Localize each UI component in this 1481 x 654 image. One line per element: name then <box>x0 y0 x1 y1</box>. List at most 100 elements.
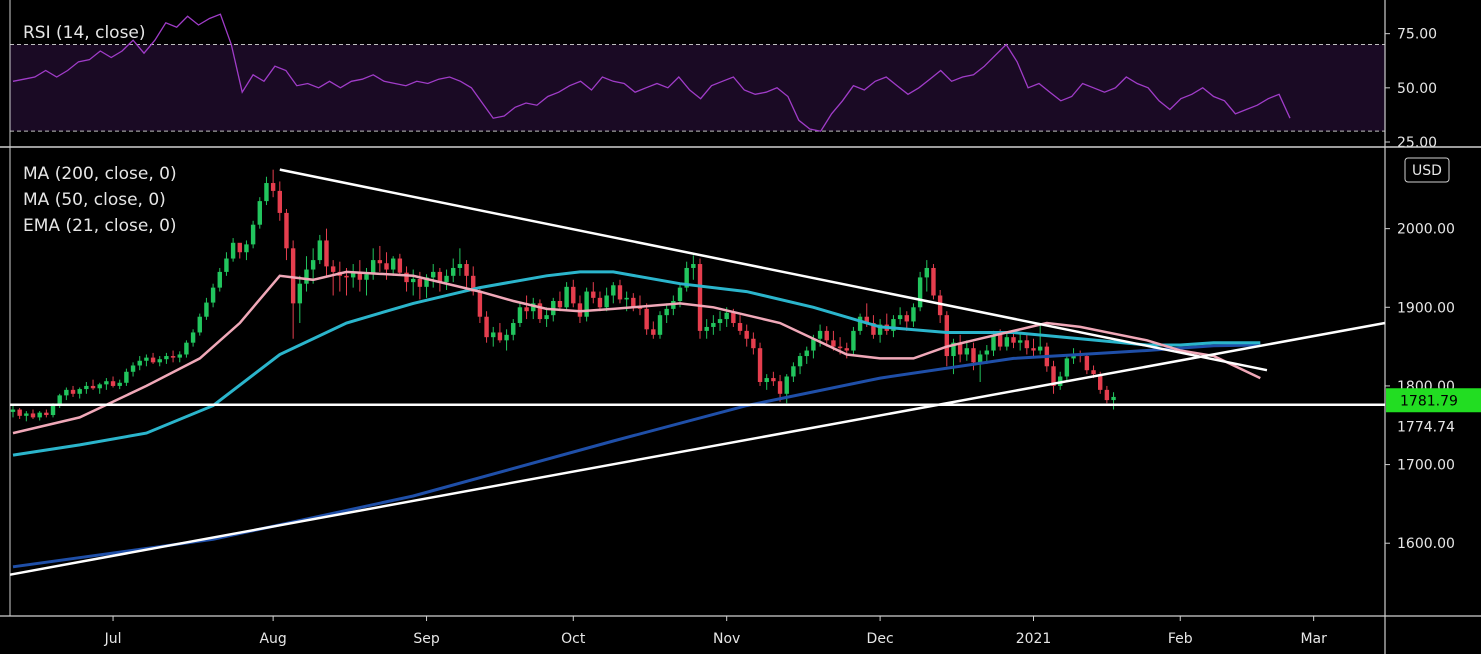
candle-body <box>497 332 503 341</box>
candle-body <box>537 303 543 320</box>
legend-ma200: MA (200, close, 0) <box>23 164 177 184</box>
candle-body <box>164 356 169 360</box>
candle-body <box>484 316 489 338</box>
candle-body <box>124 371 129 383</box>
candle-body <box>971 348 976 363</box>
candle-body <box>531 303 536 312</box>
last-price-tag: 1781.79 <box>1400 393 1458 409</box>
candle-body <box>784 376 789 394</box>
candle-body <box>390 258 396 270</box>
candle-body <box>644 308 649 330</box>
candle-body <box>831 340 836 347</box>
candle-body <box>977 354 983 363</box>
candle-body <box>477 291 483 317</box>
candle-body <box>437 271 443 283</box>
candle-body <box>444 275 449 283</box>
candle-body <box>851 330 856 351</box>
candle-body <box>557 300 563 308</box>
candle-body <box>624 297 629 300</box>
candle-body <box>1091 370 1096 375</box>
time-axis[interactable]: Jul Aug Sep Oct Nov Dec 2021 Feb Mar <box>104 616 1328 647</box>
candle-body <box>17 409 22 416</box>
candle-body <box>190 332 196 343</box>
reference-price-tag-bg <box>1386 414 1481 439</box>
candle-body <box>717 319 723 324</box>
candle-body <box>90 385 96 389</box>
candle-body <box>270 183 276 191</box>
candle-body <box>197 316 202 333</box>
candle-body <box>817 330 823 339</box>
candle-body <box>751 338 756 349</box>
time-tick-label-1: Aug <box>259 631 286 647</box>
candle-body <box>584 291 589 317</box>
candle-body <box>1011 337 1016 343</box>
candle-body <box>110 381 116 386</box>
candle-body <box>324 240 329 267</box>
legend-ema21: EMA (21, close, 0) <box>23 216 177 236</box>
rsi-band <box>10 44 1385 132</box>
candle-body <box>937 295 943 316</box>
candle-body <box>1104 389 1110 401</box>
candle-body <box>464 264 469 276</box>
currency-badge[interactable]: USD <box>1404 157 1450 183</box>
candle-body <box>864 316 869 324</box>
candle-body <box>984 350 990 355</box>
candle-body <box>244 244 249 253</box>
rsi-panel[interactable]: RSI (14, close) 75.00 50.00 25.00 <box>10 13 1437 151</box>
candle-body <box>944 315 949 357</box>
candle-body <box>50 404 56 416</box>
candle-body <box>184 342 189 355</box>
candle-body <box>604 295 609 308</box>
candle-body <box>204 302 209 317</box>
candle-body <box>317 240 323 261</box>
candle-body <box>777 381 783 394</box>
candle-body <box>571 286 576 304</box>
candle-body <box>951 342 956 357</box>
candle-body <box>844 348 849 351</box>
candle-body <box>504 334 509 341</box>
candle-body <box>631 297 636 308</box>
rsi-tick-label-0: 75.00 <box>1397 27 1437 43</box>
time-tick-label-3: Oct <box>561 631 586 647</box>
rsi-line <box>12 13 1291 132</box>
candle-body <box>84 385 89 390</box>
candle-body <box>130 365 136 372</box>
candle-body <box>811 338 816 351</box>
currency-label: USD <box>1412 163 1442 179</box>
candle-body <box>664 308 669 316</box>
price-tags: 1781.79 1774.74 <box>1386 388 1481 439</box>
candle-body <box>451 267 456 276</box>
time-tick-label-7: Feb <box>1168 631 1193 647</box>
candle-body <box>597 297 603 308</box>
candle-body <box>304 269 309 284</box>
candle-body <box>897 315 903 320</box>
candle-body <box>731 312 736 324</box>
candle-body <box>457 264 463 268</box>
candle-body <box>924 267 929 278</box>
ascending-trendline <box>9 321 1386 576</box>
rsi-title: RSI (14, close) <box>23 23 146 43</box>
candle-body <box>997 334 1003 347</box>
candle-body <box>757 348 763 382</box>
ma200-line <box>12 343 1261 569</box>
candle-body <box>157 359 162 363</box>
candle-body <box>1098 374 1103 390</box>
price-panel[interactable]: MA (200, close, 0) MA (50, close, 0) EMA… <box>9 157 1481 576</box>
ema21-line <box>12 270 1261 435</box>
candle-body <box>771 378 776 382</box>
candle-body <box>1084 356 1090 371</box>
time-tick-label-0: Jul <box>104 631 122 647</box>
candle-body <box>1051 366 1056 386</box>
candle-body <box>217 271 222 288</box>
candle-body <box>524 307 529 312</box>
rsi-y-axis[interactable]: 75.00 50.00 25.00 <box>1385 27 1437 151</box>
candle-body <box>791 366 796 377</box>
candle-body <box>657 315 663 335</box>
price-tick-label-1: 1900.00 <box>1397 300 1455 316</box>
candle-body <box>37 412 42 418</box>
price-tick-label-0: 2000.00 <box>1397 222 1455 238</box>
price-tick-label-4: 1600.00 <box>1397 536 1455 552</box>
candle-body <box>964 348 970 355</box>
candle-body <box>1024 340 1030 349</box>
